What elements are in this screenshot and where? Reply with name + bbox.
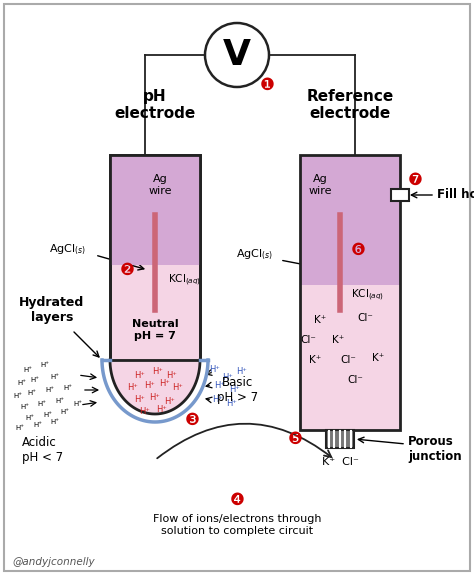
Text: H⁺: H⁺: [26, 415, 35, 421]
Text: H⁺: H⁺: [37, 401, 46, 407]
Text: AgCl$_{(s)}$: AgCl$_{(s)}$: [49, 243, 87, 257]
Text: Flow of ions/electrons through
solution to complete circuit: Flow of ions/electrons through solution …: [153, 514, 321, 536]
Text: H⁺: H⁺: [150, 393, 160, 402]
Text: H⁺: H⁺: [135, 370, 146, 380]
Text: Fill hole: Fill hole: [437, 189, 474, 201]
Text: KCl$_{(aq)}$: KCl$_{(aq)}$: [168, 273, 201, 288]
Text: Cl⁻: Cl⁻: [357, 313, 373, 323]
Text: ❹: ❹: [229, 491, 245, 509]
Text: H⁺: H⁺: [24, 367, 33, 373]
Text: H⁺: H⁺: [156, 405, 167, 415]
Text: H⁺: H⁺: [20, 404, 29, 410]
Text: H⁺: H⁺: [46, 387, 55, 393]
Text: H⁺: H⁺: [173, 384, 183, 393]
Text: K⁺: K⁺: [332, 335, 344, 345]
Text: H⁺: H⁺: [237, 367, 247, 377]
Text: pH
electrode: pH electrode: [114, 89, 196, 121]
Text: K⁺: K⁺: [309, 355, 321, 365]
Text: ❻: ❻: [351, 241, 365, 259]
Text: H⁺: H⁺: [160, 378, 171, 388]
Text: ❼: ❼: [408, 171, 422, 189]
Text: Reference
electrode: Reference electrode: [306, 89, 393, 121]
Bar: [300, 155, 400, 430]
Text: Neutral
pH = 7: Neutral pH = 7: [132, 319, 178, 341]
Bar: [110, 155, 200, 265]
Text: ❸: ❸: [184, 411, 200, 429]
Text: H⁺: H⁺: [27, 390, 36, 396]
Bar: [300, 285, 400, 430]
Text: H⁺: H⁺: [64, 385, 73, 391]
Bar: [110, 155, 200, 360]
Text: H⁺: H⁺: [229, 385, 240, 394]
Text: K⁺: K⁺: [314, 315, 326, 325]
Circle shape: [205, 23, 269, 87]
Text: V: V: [223, 38, 251, 72]
Text: H⁺: H⁺: [18, 380, 27, 386]
Text: H⁺: H⁺: [166, 371, 177, 381]
Text: H⁺: H⁺: [210, 366, 220, 374]
Text: Ag
wire: Ag wire: [148, 174, 172, 196]
Text: H⁺: H⁺: [153, 367, 164, 377]
Bar: [110, 155, 200, 360]
Text: ❷: ❷: [119, 261, 135, 279]
Text: Cl⁻: Cl⁻: [347, 375, 363, 385]
Text: KCl$_{(aq)}$: KCl$_{(aq)}$: [351, 288, 384, 302]
Text: H⁺: H⁺: [34, 422, 43, 428]
Text: H⁺: H⁺: [164, 397, 175, 407]
Text: H⁺: H⁺: [215, 381, 226, 389]
Text: K⁺  Cl⁻: K⁺ Cl⁻: [321, 457, 358, 467]
Text: H⁺: H⁺: [16, 425, 25, 431]
Text: Cl⁻: Cl⁻: [340, 355, 356, 365]
Text: H⁺: H⁺: [139, 408, 150, 416]
Polygon shape: [110, 360, 200, 414]
Bar: [391, 189, 409, 201]
Text: H⁺: H⁺: [145, 381, 155, 389]
Text: Hydrated
layers: Hydrated layers: [19, 296, 85, 324]
Bar: [300, 155, 400, 430]
Text: Porous
junction: Porous junction: [408, 435, 462, 463]
Bar: [300, 155, 400, 285]
Text: H⁺: H⁺: [212, 396, 223, 404]
Text: Ag
wire: Ag wire: [308, 174, 332, 196]
Text: @andyjconnelly: @andyjconnelly: [12, 557, 95, 567]
Text: H⁺: H⁺: [223, 373, 233, 381]
Text: H⁺: H⁺: [44, 412, 53, 418]
Text: ❶: ❶: [260, 76, 274, 94]
Text: AgCl$_{(s)}$: AgCl$_{(s)}$: [237, 248, 273, 262]
Text: H⁺: H⁺: [40, 362, 49, 368]
Bar: [326, 430, 354, 448]
Text: H⁺: H⁺: [30, 377, 39, 383]
Text: H⁺: H⁺: [51, 374, 60, 380]
Text: K⁺: K⁺: [372, 353, 384, 363]
Text: Basic
pH > 7: Basic pH > 7: [218, 376, 258, 404]
Text: H⁺: H⁺: [135, 396, 146, 404]
Text: H⁺: H⁺: [128, 384, 138, 393]
FancyArrowPatch shape: [157, 424, 331, 458]
Text: H⁺: H⁺: [227, 398, 237, 408]
Text: Acidic
pH < 7: Acidic pH < 7: [22, 436, 63, 464]
Text: H⁺: H⁺: [73, 401, 82, 407]
Text: Cl⁻: Cl⁻: [300, 335, 316, 345]
Text: H⁺: H⁺: [51, 419, 60, 425]
Text: H⁺: H⁺: [55, 398, 64, 404]
Text: H⁺: H⁺: [13, 393, 22, 399]
Text: ❺: ❺: [288, 430, 302, 448]
Text: H⁺: H⁺: [61, 409, 70, 415]
